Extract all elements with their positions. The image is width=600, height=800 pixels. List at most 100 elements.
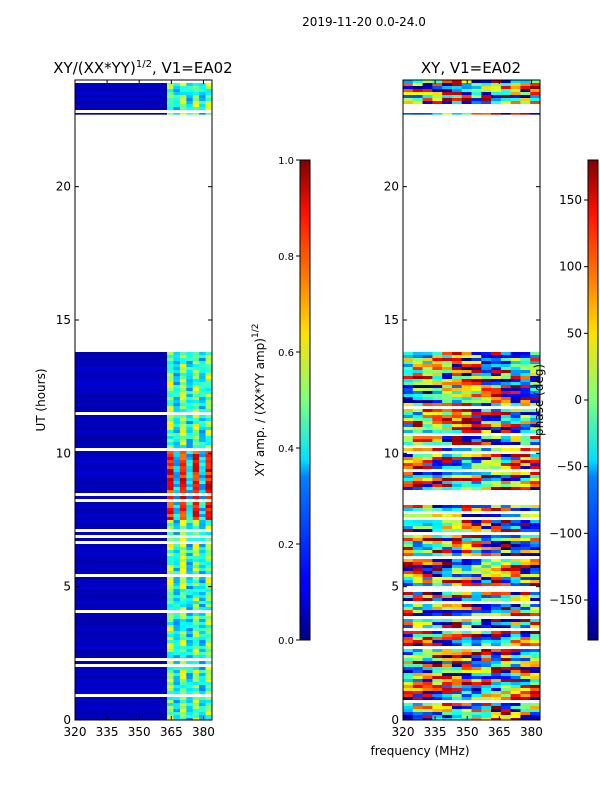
heatmap-cell	[442, 691, 453, 694]
heatmap-cell	[500, 718, 512, 720]
heatmap-cell	[510, 583, 521, 586]
heatmap-cell	[192, 424, 200, 427]
heatmap-cell	[491, 541, 502, 544]
heatmap-cell	[422, 691, 433, 694]
heatmap-cell	[422, 658, 433, 661]
heatmap-cell	[167, 682, 174, 685]
heatmap-cell	[451, 547, 463, 550]
heatmap-cell	[412, 631, 424, 634]
heatmap-cell	[403, 379, 414, 382]
heatmap-cell	[179, 676, 187, 679]
heatmap-cell	[412, 385, 424, 388]
heatmap-cell	[432, 574, 443, 577]
left-heatmap	[75, 83, 212, 720]
heatmap-row	[75, 469, 168, 472]
heatmap-cell	[491, 610, 502, 613]
heatmap-row	[75, 547, 168, 550]
heatmap-cell	[186, 562, 194, 565]
heatmap-row	[75, 391, 168, 394]
heatmap-cell	[167, 361, 174, 364]
heatmap-cell	[192, 101, 200, 104]
heatmap-cell	[173, 406, 181, 409]
heatmap-cell	[412, 463, 424, 466]
heatmap-cell	[530, 664, 540, 667]
heatmap-cell	[186, 607, 194, 610]
heatmap-cell	[471, 565, 482, 568]
heatmap-cell	[192, 688, 200, 691]
heatmap-cell	[530, 421, 540, 424]
heatmap-cell	[432, 544, 443, 547]
heatmap-cell	[461, 397, 472, 400]
heatmap-cell	[451, 694, 463, 697]
heatmap-cell	[179, 505, 187, 508]
heatmap-cell	[481, 544, 492, 547]
heatmap-cell	[530, 484, 540, 487]
heatmap-cell	[510, 670, 521, 673]
heatmap-cell	[179, 553, 187, 556]
heatmap-cell	[510, 421, 521, 424]
heatmap-cell	[461, 694, 472, 697]
heatmap-cell	[422, 466, 433, 469]
heatmap-cell	[205, 403, 212, 406]
heatmap-cell	[205, 613, 212, 616]
heatmap-cell	[167, 700, 174, 703]
heatmap-cell	[481, 83, 492, 86]
heatmap-cell	[422, 361, 433, 364]
heatmap-cell	[199, 403, 207, 406]
heatmap-cell	[510, 625, 521, 628]
heatmap-cell	[451, 98, 463, 101]
heatmap-cell	[442, 442, 453, 445]
heatmap-cell	[510, 385, 521, 388]
heatmap-cell	[186, 592, 194, 595]
heatmap-cell	[520, 424, 531, 427]
heatmap-cell	[471, 676, 482, 679]
heatmap-cell	[500, 688, 512, 691]
heatmap-row	[75, 484, 168, 487]
heatmap-cell	[179, 616, 187, 619]
heatmap-cell	[451, 574, 463, 577]
heatmap-cell	[530, 83, 540, 86]
heatmap-cell	[451, 442, 463, 445]
left-colorbar: 0.00.20.40.60.81.0 XY amp. / (XX*YY amp)…	[251, 156, 311, 647]
heatmap-cell	[179, 445, 187, 448]
heatmap-cell	[192, 496, 200, 499]
heatmap-cell	[471, 682, 482, 685]
heatmap-cell	[205, 565, 212, 568]
heatmap-row	[75, 673, 168, 676]
heatmap-cell	[520, 113, 531, 115]
heatmap-cell	[412, 460, 424, 463]
heatmap-cell	[530, 529, 540, 532]
heatmap-cell	[500, 89, 512, 92]
heatmap-row	[75, 709, 168, 712]
heatmap-row	[75, 418, 168, 421]
heatmap-cell	[451, 580, 463, 583]
heatmap-cell	[403, 373, 414, 376]
heatmap-cell	[412, 574, 424, 577]
heatmap-cell	[451, 424, 463, 427]
heatmap-cell	[205, 619, 212, 622]
heatmap-cell	[192, 547, 200, 550]
heatmap-cell	[186, 538, 194, 541]
heatmap-cell	[530, 382, 540, 385]
heatmap-cell	[192, 98, 200, 101]
heatmap-cell	[422, 583, 433, 586]
heatmap-cell	[432, 415, 443, 418]
heatmap-cell	[432, 604, 443, 607]
heatmap-cell	[412, 622, 424, 625]
heatmap-cell	[192, 361, 200, 364]
heatmap-cell	[530, 95, 540, 98]
heatmap-cell	[461, 676, 472, 679]
heatmap-cell	[179, 613, 187, 616]
heatmap-cell	[412, 379, 424, 382]
heatmap-cell	[451, 607, 463, 610]
heatmap-row	[75, 580, 168, 583]
heatmap-cell	[167, 568, 174, 571]
heatmap-cell	[451, 637, 463, 640]
heatmap-cell	[186, 113, 194, 115]
heatmap-cell	[173, 481, 181, 484]
heatmap-cell	[412, 418, 424, 421]
heatmap-cell	[481, 454, 492, 457]
heatmap-cell	[510, 370, 521, 373]
heatmap-cell	[186, 361, 194, 364]
heatmap-cell	[173, 631, 181, 634]
